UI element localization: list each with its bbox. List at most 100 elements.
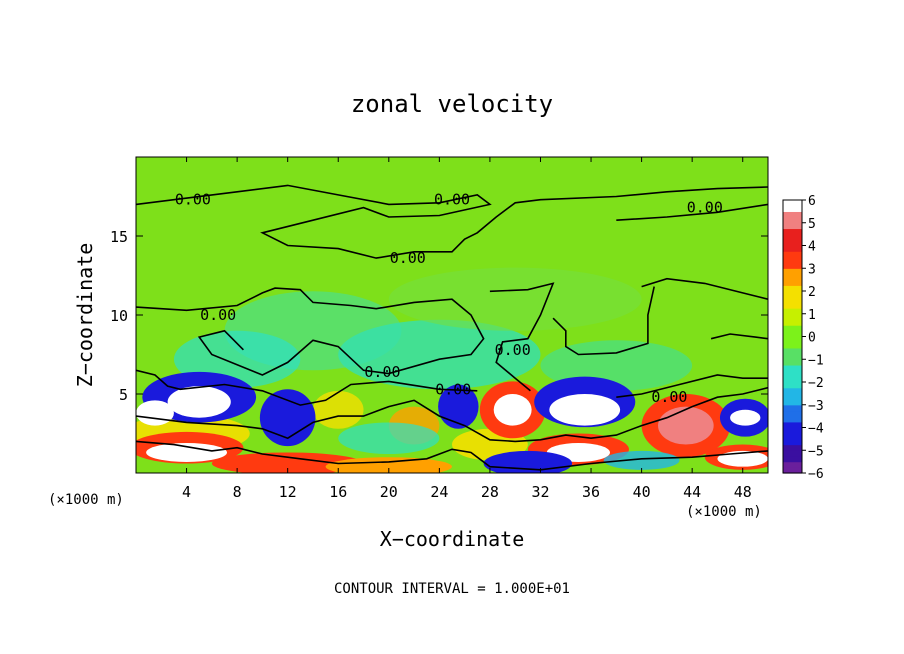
colorbar-band (783, 433, 802, 440)
x-axis-label: X−coordinate (380, 527, 525, 551)
x-tick-label: 48 (734, 483, 752, 501)
field-feature (388, 267, 642, 331)
colorbar-band (783, 353, 802, 360)
colorbar-band (783, 279, 802, 286)
colorbar-band (783, 455, 802, 463)
field-feature (325, 457, 452, 473)
colorbar-band (783, 302, 802, 309)
colorbar-band (783, 228, 802, 235)
colorbar-tick-label: 4 (808, 240, 816, 255)
field-feature (136, 400, 174, 426)
colorbar-tick-label: −4 (808, 422, 824, 437)
field-feature (658, 406, 714, 445)
contour-label: 0.00 (364, 363, 400, 381)
x-tick-label: 12 (279, 483, 297, 501)
x-tick-label: 36 (582, 483, 600, 501)
colorbar-tick-label: −1 (808, 353, 824, 368)
colorbar-band (783, 467, 802, 474)
colorbar-band (783, 325, 802, 332)
colorbar-band (783, 205, 802, 212)
colorbar-band (783, 359, 802, 366)
contour-line (552, 286, 655, 356)
colorbar-band (783, 273, 802, 281)
colorbar-band (783, 217, 802, 224)
contour-line (489, 282, 555, 392)
field-feature (259, 389, 316, 447)
y-axis-label: Z−coordinate (73, 243, 97, 388)
field-feature (146, 442, 228, 462)
field-feature (603, 450, 680, 470)
colorbar-band (783, 444, 802, 451)
field-feature (549, 394, 621, 426)
colorbar-band (783, 268, 802, 275)
colorbar-tick-label: −3 (808, 399, 824, 414)
colorbar-band (783, 256, 802, 264)
contour-label: 0.00 (651, 388, 687, 406)
colorbar-band (783, 421, 802, 429)
y-tick-label: 15 (110, 228, 128, 246)
x-tick-label: 8 (233, 483, 242, 501)
contour-label: 0.00 (390, 249, 426, 267)
x-tick-label: 16 (329, 483, 347, 501)
contour-label: 0.00 (495, 341, 531, 359)
x-tick-label: 32 (531, 483, 549, 501)
contour-label: 0.00 (175, 191, 211, 209)
colorbar-band (783, 416, 802, 423)
colorbar-band (783, 262, 802, 269)
contour-line (136, 440, 768, 471)
field-feature (717, 450, 768, 467)
contour-label: 0.00 (687, 199, 723, 217)
contour-interval-note: CONTOUR INTERVAL = 1.000E+01 (334, 581, 570, 597)
plot-field (136, 157, 768, 473)
colorbar-band (783, 427, 802, 434)
field-feature (438, 384, 479, 429)
field-feature (338, 422, 440, 455)
colorbar-band (783, 313, 802, 321)
colorbar-tick-label: −2 (808, 376, 824, 391)
x-tick-label: 4 (182, 483, 191, 501)
x-tick-label: 28 (481, 483, 499, 501)
colorbar-band (783, 382, 802, 389)
colorbar-tick-label: 2 (808, 285, 816, 300)
x-unit-left: (×1000 m) (48, 492, 124, 508)
field-feature (338, 319, 541, 390)
colorbar: 6 5 4 3 2 1 0 −1 −2 −3 −4 −5 −6 (782, 194, 824, 482)
colorbar-band (783, 461, 802, 468)
contour-line (136, 287, 485, 376)
contour-label: 0.00 (434, 191, 470, 209)
field-feature (312, 390, 364, 429)
colorbar-tick-label: 5 (808, 217, 816, 232)
colorbar-band (783, 239, 802, 247)
colorbar-band (783, 211, 802, 218)
contour-line (136, 369, 478, 406)
colorbar-band (783, 393, 802, 400)
colorbar-band (783, 330, 802, 338)
colorbar-band (783, 319, 802, 326)
colorbar-band (783, 336, 802, 343)
colorbar-tick-label: 3 (808, 262, 816, 277)
colorbar-band (783, 450, 802, 457)
colorbar-band (783, 234, 802, 241)
colorbar-band (783, 370, 802, 377)
colorbar-band (783, 296, 802, 303)
x-tick-label: 40 (633, 483, 651, 501)
colorbar-band (783, 399, 802, 406)
colorbar-band (783, 245, 802, 252)
chart-title: zonal velocity (351, 90, 553, 118)
colorbar-band (783, 387, 802, 394)
contour-line (710, 333, 768, 340)
colorbar-band (783, 404, 802, 412)
colorbar-tick-label: 6 (808, 194, 816, 209)
contour-line (136, 184, 768, 259)
x-tick-label: 44 (683, 483, 701, 501)
colorbar-tick-label: 1 (808, 308, 816, 323)
colorbar-band (783, 364, 802, 372)
field-feature (730, 409, 761, 426)
x-tick-label: 20 (380, 483, 398, 501)
contour-line (616, 203, 768, 221)
colorbar-tick-label: −5 (808, 444, 824, 459)
colorbar-tick-label: −6 (808, 467, 824, 482)
colorbar-band (783, 347, 802, 355)
colorbar-band (783, 376, 802, 383)
